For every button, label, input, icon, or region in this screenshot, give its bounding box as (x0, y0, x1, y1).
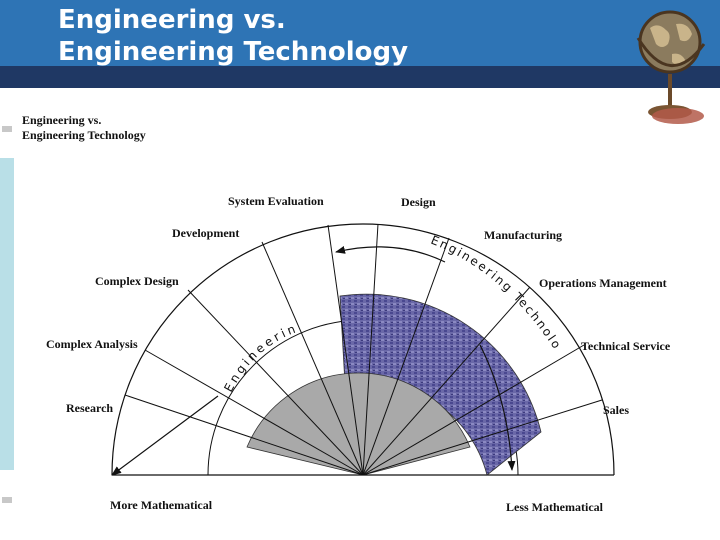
engineering-arrow (111, 395, 219, 476)
left-accent-bar (0, 158, 14, 470)
header-band (0, 66, 720, 88)
figure-title: Engineering vs. Engineering Technology (22, 113, 146, 143)
label-development: Development (172, 226, 239, 240)
label-system-evaluation: System Evaluation (228, 194, 324, 208)
engineering-technology-arrow (335, 246, 446, 263)
figure-title-line-1: Engineering vs. (22, 113, 102, 127)
slide-marker (2, 497, 12, 503)
engineering-technology-arc-label: Engineering Technology (0, 0, 563, 353)
label-operations-management: Operations Management (539, 276, 667, 290)
figure-title-line-2: Engineering Technology (22, 128, 146, 142)
label-sales: Sales (603, 403, 629, 417)
label-technical-service: Technical Service (581, 339, 671, 353)
slide-header (0, 0, 720, 66)
slide-marker (2, 126, 12, 132)
radial-lines (124, 223, 603, 476)
slide-title: Engineering vs. Engineering Technology (58, 4, 408, 68)
label-research: Research (66, 401, 113, 415)
engineering-region (246, 372, 471, 476)
label-complex-design: Complex Design (95, 274, 179, 288)
engineering-technology-arrow-down (479, 344, 516, 471)
label-design: Design (401, 195, 436, 209)
label-more-mathematical: More Mathematical (110, 498, 213, 512)
outer-arc (111, 223, 615, 476)
label-manufacturing: Manufacturing (484, 228, 562, 242)
globe-icon (636, 10, 706, 124)
label-complex-analysis: Complex Analysis (46, 337, 138, 351)
slide-title-line-2: Engineering Technology (58, 37, 409, 67)
label-less-mathematical: Less Mathematical (506, 500, 604, 514)
slide-title-line-1: Engineering vs. (58, 5, 286, 35)
